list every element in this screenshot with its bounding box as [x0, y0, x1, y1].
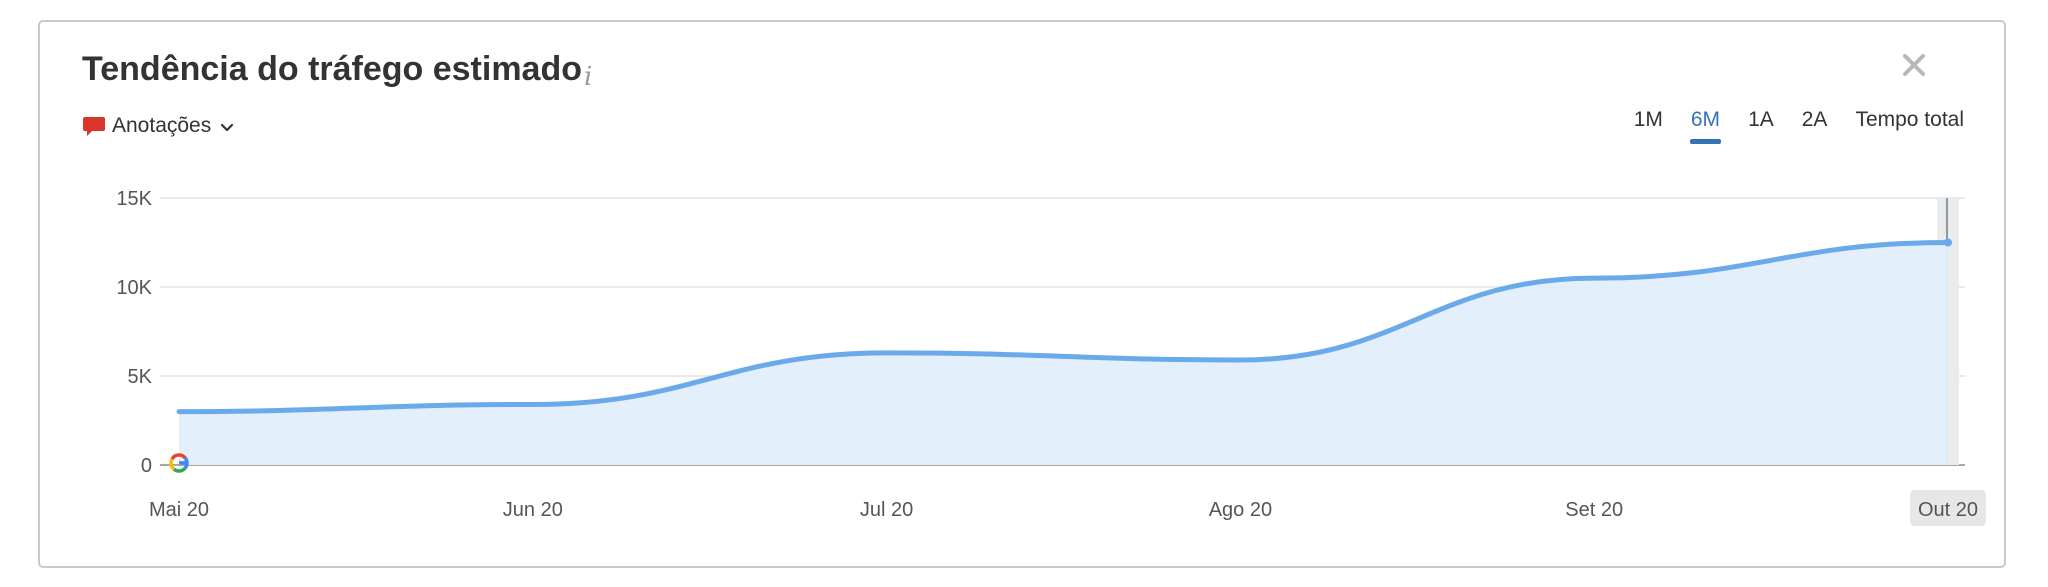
y-tick-label: 0: [141, 455, 152, 477]
x-tick-label: Out 20: [1918, 499, 1978, 521]
google-icon-arc: [172, 466, 187, 473]
x-tick-label: Set 20: [1565, 499, 1623, 521]
google-icon-arc: [170, 453, 187, 461]
google-icon-arc: [169, 458, 176, 471]
annotations-label: Anotações: [112, 114, 212, 137]
x-tick-label: Jul 20: [860, 499, 913, 521]
period-2a[interactable]: 2A: [1801, 108, 1828, 131]
chevron-down-icon: [221, 123, 234, 132]
info-icon[interactable]: i: [584, 62, 593, 92]
speech-bubble-icon: [83, 117, 105, 136]
google-icon-bar: [179, 461, 187, 465]
widget-title: Tendência do tráfego estimado: [82, 50, 583, 88]
y-tick-label: 15K: [116, 188, 152, 210]
x-tick-highlight: [1910, 490, 1986, 526]
x-tick-label: Mai 20: [149, 499, 209, 521]
period-6m[interactable]: 6M: [1689, 108, 1722, 144]
x-tick-label: Jun 20: [503, 499, 563, 521]
x-tick-label: Ago 20: [1209, 499, 1272, 521]
series-area: [179, 242, 1948, 465]
period-1a[interactable]: 1A: [1748, 108, 1774, 131]
y-tick-label: 10K: [116, 277, 152, 299]
series-line: [176, 240, 1951, 415]
close-icon[interactable]: [1899, 50, 1929, 80]
y-tick-label: 5K: [128, 366, 153, 388]
period-tempo-total[interactable]: Tempo total: [1855, 108, 1964, 131]
period-selector: 1M 6M 1A 2A Tempo total: [1606, 108, 1964, 144]
google-icon[interactable]: [169, 453, 189, 473]
period-1m[interactable]: 1M: [1633, 108, 1663, 131]
data-point[interactable]: [1944, 238, 1952, 247]
annotations-dropdown[interactable]: Anotações: [82, 114, 235, 138]
